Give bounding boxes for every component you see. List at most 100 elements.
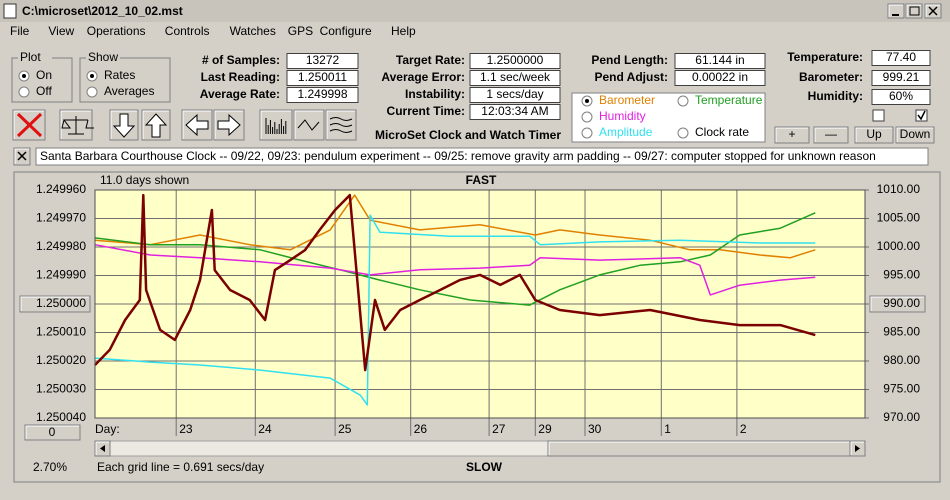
scroll-zero-label: 0 — [49, 425, 56, 439]
y-tick-label: 1.249980 — [36, 239, 86, 253]
small-button[interactable] — [854, 126, 894, 144]
x-tick-label: 26 — [414, 422, 428, 436]
y-tick-label: 1.250030 — [36, 382, 86, 396]
radio[interactable] — [86, 86, 98, 98]
arrow-right — [855, 445, 860, 452]
tool-button-hl — [182, 110, 211, 139]
scroll-thumb[interactable] — [547, 440, 851, 457]
field-label: Barometer: — [799, 70, 863, 84]
y2-tick-label: 975.00 — [883, 382, 920, 396]
field-box — [286, 87, 359, 103]
field-value: 13272 — [306, 53, 340, 67]
y2-tick-label: 985.00 — [883, 325, 920, 339]
y-reference-button[interactable] — [19, 295, 91, 313]
field-box — [871, 70, 931, 86]
field-box — [286, 70, 359, 86]
series-line — [94, 193, 816, 372]
window-button-hl — [888, 4, 903, 17]
small-button-label: Up — [866, 127, 882, 141]
legend-panel — [571, 92, 766, 143]
tool-button-hl — [260, 110, 291, 139]
field-box — [469, 70, 561, 86]
scroll-thumb-hl — [548, 441, 849, 455]
field-label: Average Rate: — [200, 87, 280, 101]
checkbox[interactable] — [915, 109, 928, 122]
legend-label: Humidity — [599, 109, 646, 123]
y-tick-label: 1.249960 — [36, 182, 86, 196]
small-button-hl — [814, 127, 847, 142]
field-value: 60% — [889, 89, 913, 103]
legend-radio[interactable] — [581, 127, 593, 139]
checkbox[interactable] — [872, 109, 885, 122]
series-line — [94, 214, 816, 406]
legend-label: Temperature — [695, 93, 763, 107]
legend-label: Amplitude — [599, 125, 653, 139]
field-box — [469, 53, 561, 69]
y2-reference-button-hl — [870, 296, 924, 311]
arrow-left — [100, 445, 105, 452]
days-shown: 11.0 days shown — [100, 173, 189, 187]
field-label: # of Samples: — [202, 53, 280, 67]
window-button-hl — [925, 4, 940, 17]
percent: 2.70% — [33, 460, 67, 474]
field-label: Pend Length: — [591, 53, 668, 67]
small-button[interactable] — [895, 126, 935, 144]
field-label: Last Reading: — [201, 70, 280, 84]
menu-item[interactable]: View — [48, 24, 74, 38]
field-label: Current Time: — [387, 104, 465, 118]
legend-radio-dot — [585, 99, 589, 103]
field-box — [469, 104, 561, 120]
small-button[interactable] — [774, 126, 810, 144]
menu-item[interactable]: Help — [391, 24, 416, 38]
note-close-hl — [14, 148, 29, 164]
legend-radio[interactable] — [581, 111, 593, 123]
field-value: 77.40 — [886, 50, 916, 64]
note-box — [35, 147, 929, 166]
series-line — [94, 243, 816, 296]
tool-button-hl — [294, 110, 323, 139]
x-tick-label: 24 — [258, 422, 272, 436]
field-label: Pend Adjust: — [594, 70, 668, 84]
radio[interactable] — [18, 86, 30, 98]
checkmark — [917, 110, 926, 121]
fast-label: FAST — [466, 173, 497, 187]
x-tick-label: 29 — [538, 422, 552, 436]
window-button-hl — [906, 4, 921, 17]
series-line — [94, 212, 816, 306]
field-value: 1.249998 — [297, 87, 347, 101]
menu-item[interactable]: GPS — [288, 24, 313, 38]
plot-border — [94, 189, 866, 419]
small-button-label: — — [825, 127, 837, 141]
app-icon — [3, 3, 17, 19]
window-button[interactable] — [905, 3, 923, 19]
close-icon — [928, 6, 938, 16]
field-box — [871, 89, 931, 105]
legend-radio[interactable] — [677, 127, 689, 139]
radio-label: Rates — [104, 68, 135, 82]
field-label: Humidity: — [808, 89, 863, 103]
tool-button-hl — [60, 110, 91, 139]
y-tick-label: 1.250020 — [36, 353, 86, 367]
small-button-hl — [855, 127, 892, 142]
x-axis-label: Day: — [95, 422, 120, 436]
small-button[interactable] — [813, 126, 849, 144]
menu-item[interactable]: Watches — [230, 24, 276, 38]
group-label-bg — [86, 52, 120, 64]
y2-reference-button[interactable] — [869, 295, 926, 313]
tool-button-hl — [142, 110, 169, 139]
y2-tick-label: 995.00 — [883, 268, 920, 282]
y-tick-label: 1.249970 — [36, 211, 86, 225]
radio-dot — [90, 74, 94, 78]
field-value: 1 secs/day — [486, 87, 543, 101]
field-box — [469, 87, 561, 103]
menu-item[interactable]: Operations — [87, 24, 146, 38]
menu-item[interactable]: File — [10, 24, 30, 38]
tool-button[interactable] — [259, 109, 293, 141]
y-tick-label: 1.250000 — [36, 296, 86, 310]
menu-item[interactable]: Configure — [320, 24, 372, 38]
legend-radio[interactable] — [677, 95, 689, 107]
y-tick-label: 1.249990 — [36, 268, 86, 282]
scroll-zero-button[interactable] — [24, 424, 81, 441]
radio-label: Off — [36, 84, 52, 98]
menu-item[interactable]: Controls — [165, 24, 210, 38]
